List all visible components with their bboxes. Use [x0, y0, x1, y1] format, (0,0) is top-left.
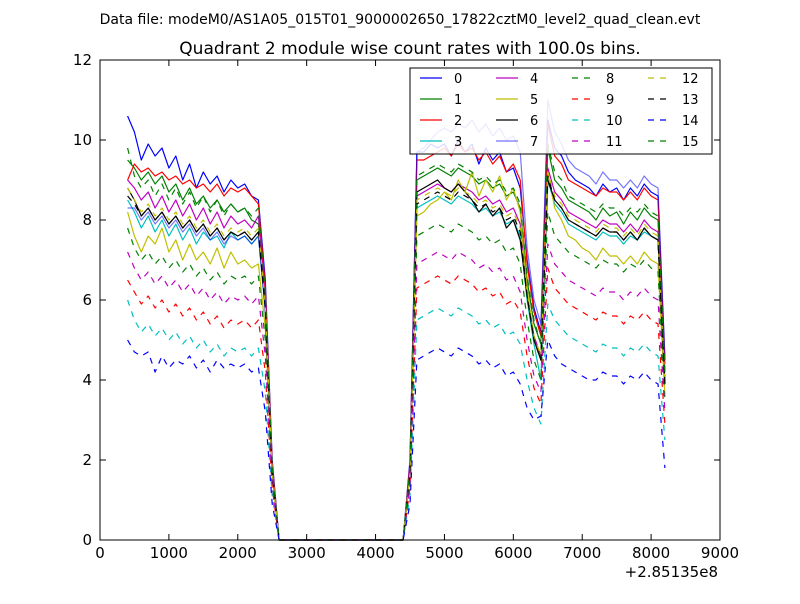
- legend-label-8: 8: [606, 72, 614, 87]
- y-tick-label: 10: [73, 131, 92, 149]
- x-tick-label: 4000: [356, 544, 394, 562]
- x-tick-label: 0: [95, 544, 105, 562]
- x-axis: 0 1000 2000 3000 4000 5000 6000 7000 8000 9000: [95, 60, 739, 562]
- legend-label-9: 9: [606, 93, 614, 108]
- y-tick-label: 4: [82, 371, 92, 389]
- x-tick-label: 3000: [288, 544, 326, 562]
- x-tick-label: 8000: [632, 544, 670, 562]
- x-offset-label: +2.85135e8: [625, 563, 718, 581]
- legend-label-1: 1: [454, 93, 462, 108]
- series-15-line: [127, 143, 666, 541]
- y-tick-label: 12: [73, 51, 92, 69]
- series-13-line: [127, 175, 666, 541]
- x-tick-label: 1000: [150, 544, 188, 562]
- x-tick-label: 7000: [563, 544, 601, 562]
- x-tick-label: 6000: [494, 544, 532, 562]
- legend-label-2: 2: [454, 114, 462, 129]
- legend-label-12: 12: [682, 72, 699, 87]
- legend-box: [409, 67, 713, 155]
- y-tick-label: 6: [82, 291, 92, 309]
- series-8-line: [127, 211, 666, 541]
- y-tick-label: 8: [82, 211, 92, 229]
- legend-label-13: 13: [682, 93, 699, 108]
- legend-label-3: 3: [454, 135, 462, 150]
- y-tick-label: 0: [82, 531, 92, 549]
- series-10-line: [127, 299, 666, 541]
- legend-label-10: 10: [606, 114, 623, 129]
- legend-label-0: 0: [454, 72, 462, 87]
- legend-label-15: 15: [682, 135, 699, 150]
- suptitle: Data file: modeM0/AS1A05_015T01_90000026…: [100, 12, 701, 28]
- y-tick-label: 2: [82, 451, 92, 469]
- legend-label-14: 14: [682, 114, 699, 129]
- x-tick-label: 5000: [425, 544, 463, 562]
- legend-label-4: 4: [530, 72, 538, 87]
- legend-label-5: 5: [530, 93, 538, 108]
- legend-label-6: 6: [530, 114, 538, 129]
- chart-title: Quadrant 2 module wise count rates with …: [179, 39, 640, 59]
- x-tick-label: 2000: [219, 544, 257, 562]
- series-9-line: [127, 267, 666, 541]
- legend-label-11: 11: [606, 135, 623, 150]
- legend-label-7: 7: [530, 135, 538, 150]
- x-tick-label: 9000: [701, 544, 739, 562]
